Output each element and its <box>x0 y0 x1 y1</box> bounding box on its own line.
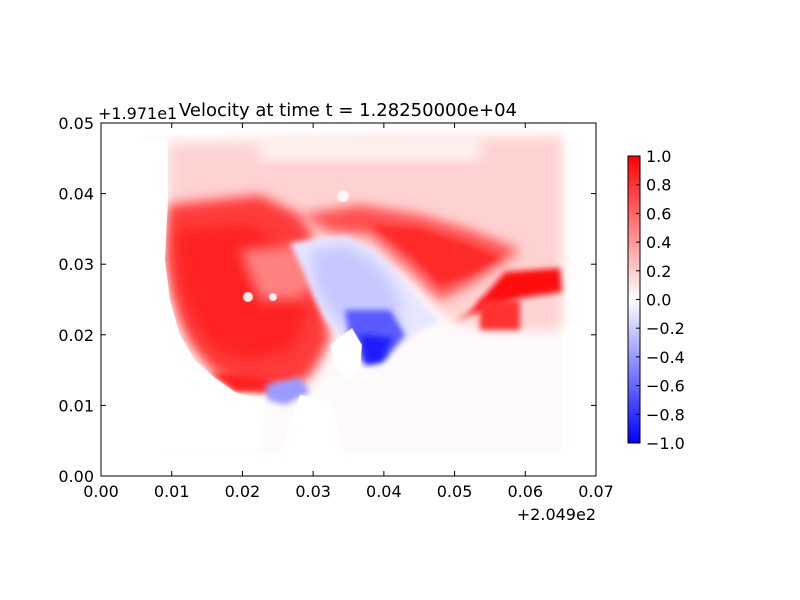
y-axis: 0.00 0.01 0.02 0.03 0.04 0.05 <box>58 114 596 486</box>
x-tick-label: 0.00 <box>83 482 119 501</box>
x-tick-label: 0.07 <box>578 482 614 501</box>
colorbar-tick-label: −0.6 <box>646 377 685 396</box>
colorbar-tick-label: −0.4 <box>646 348 685 367</box>
y-tick-label: 0.02 <box>58 326 94 345</box>
colorbar-tick-label: 0.4 <box>646 233 671 252</box>
x-offset-label: +2.049e2 <box>517 505 596 524</box>
colorbar-tick-label: −0.8 <box>646 405 685 424</box>
colorbar-tick-label: 0.2 <box>646 262 671 281</box>
y-tick-label: 0.05 <box>58 114 94 133</box>
y-tick-label: 0.01 <box>58 396 94 415</box>
x-tick-label: 0.01 <box>154 482 190 501</box>
heatmap-field <box>136 136 562 452</box>
y-tick-label: 0.03 <box>58 255 94 274</box>
colorbar-tick-label: 0.6 <box>646 204 671 223</box>
colorbar-tick-label: −1.0 <box>646 434 685 453</box>
x-tick-label: 0.05 <box>437 482 473 501</box>
x-tick-label: 0.06 <box>507 482 543 501</box>
y-offset-label: +1.971e1 <box>98 104 177 123</box>
colorbar-tick-label: 0.8 <box>646 176 671 195</box>
colorbar: 1.0 0.8 0.6 0.4 0.2 0.0 −0.2 −0.4 −0.6 −0.8 −1.0 <box>627 147 685 453</box>
colorbar-tick-label: 0.0 <box>646 291 671 310</box>
colorbar-ticks: 1.0 0.8 0.6 0.4 0.2 0.0 −0.2 −0.4 −0.6 −0.8 −1.0 <box>636 147 685 453</box>
chart-title: Velocity at time t = 1.28250000e+04 <box>179 100 517 121</box>
x-tick-label: 0.04 <box>366 482 402 501</box>
x-tick-label: 0.02 <box>225 482 261 501</box>
x-axis: 0.00 0.01 0.02 0.03 0.04 0.05 0.06 0.07 <box>83 123 614 501</box>
x-tick-label: 0.03 <box>295 482 331 501</box>
plot-frame <box>100 122 597 477</box>
y-tick-label: 0.00 <box>58 467 94 486</box>
y-tick-label: 0.04 <box>58 185 94 204</box>
colorbar-tick-label: 1.0 <box>646 147 671 166</box>
colorbar-tick-label: −0.2 <box>646 319 685 338</box>
